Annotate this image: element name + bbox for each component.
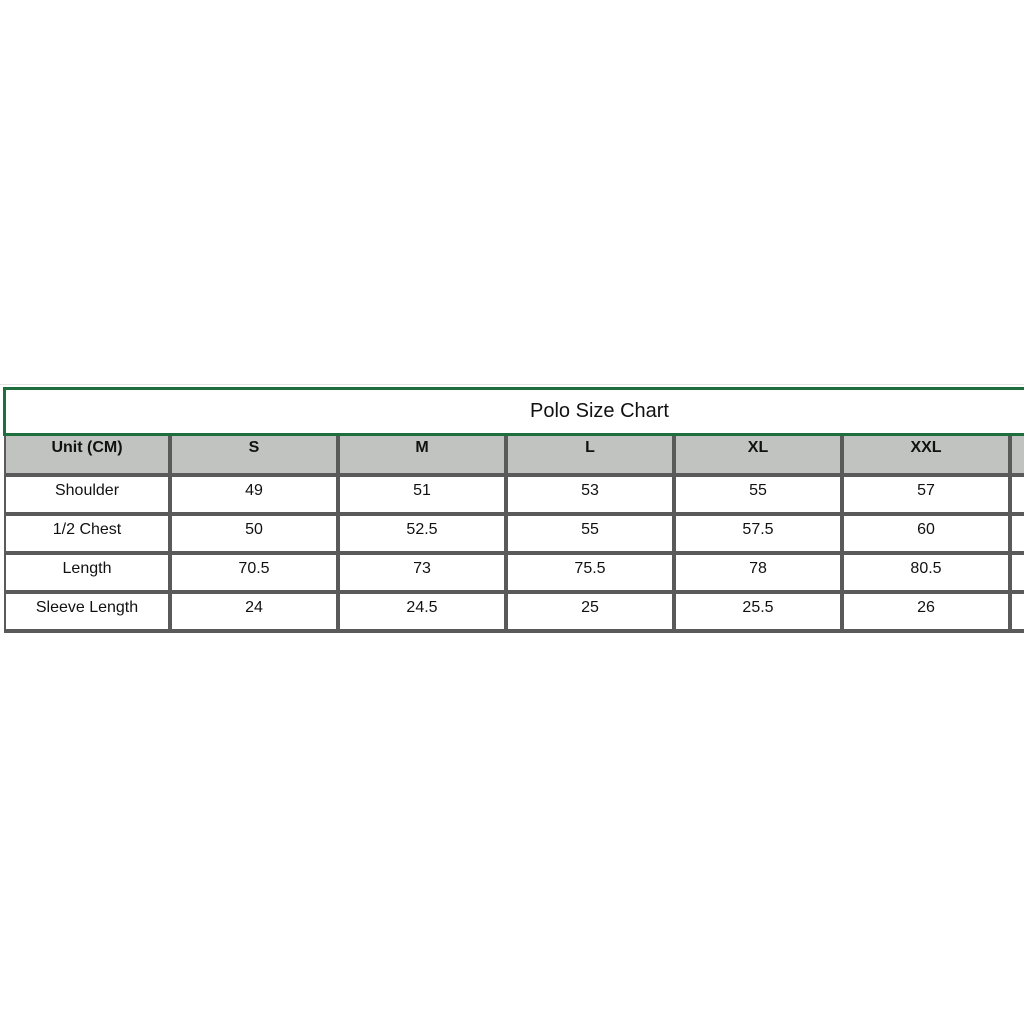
table-cell: Sleeve Length xyxy=(4,594,172,633)
table-cell: 24.5 xyxy=(340,594,508,633)
table-cell: 55 xyxy=(676,477,844,516)
table-cell: 70.5 xyxy=(172,555,340,594)
table-cell: 25 xyxy=(508,594,676,633)
table-cell: 51 xyxy=(340,477,508,516)
table-cell: 50 xyxy=(172,516,340,555)
empty-cell xyxy=(1012,477,1024,516)
table-cell: 1/2 Chest xyxy=(4,516,172,555)
title-text: Polo Size Chart xyxy=(530,400,669,422)
empty-cell xyxy=(1012,555,1024,594)
table-cell: 75.5 xyxy=(508,555,676,594)
empty-cell xyxy=(1012,436,1024,477)
table-cell: Length xyxy=(4,555,172,594)
header-cell: Unit (CM) xyxy=(4,436,172,477)
table-cell: 80.5 xyxy=(844,555,1012,594)
table-cell: 60 xyxy=(844,516,1012,555)
header-cell: L xyxy=(508,436,676,477)
table-cell: 57.5 xyxy=(676,516,844,555)
empty-cell xyxy=(1012,516,1024,555)
table-cell: 55 xyxy=(508,516,676,555)
empty-cell xyxy=(1012,594,1024,633)
table-cell: 73 xyxy=(340,555,508,594)
table-cell: 25.5 xyxy=(676,594,844,633)
table-cell: 78 xyxy=(676,555,844,594)
header-cell: XL xyxy=(676,436,844,477)
table-cell: 24 xyxy=(172,594,340,633)
header-cell: XXL xyxy=(844,436,1012,477)
table-cell: 52.5 xyxy=(340,516,508,555)
header-cell: S xyxy=(172,436,340,477)
table-cell: 49 xyxy=(172,477,340,516)
table-cell: 57 xyxy=(844,477,1012,516)
table-cell: Shoulder xyxy=(4,477,172,516)
table-title: Polo Size Chart xyxy=(3,387,1024,436)
header-cell: M xyxy=(340,436,508,477)
table-cell: 26 xyxy=(844,594,1012,633)
sheet-gridline xyxy=(0,384,1024,385)
table-cell: 53 xyxy=(508,477,676,516)
